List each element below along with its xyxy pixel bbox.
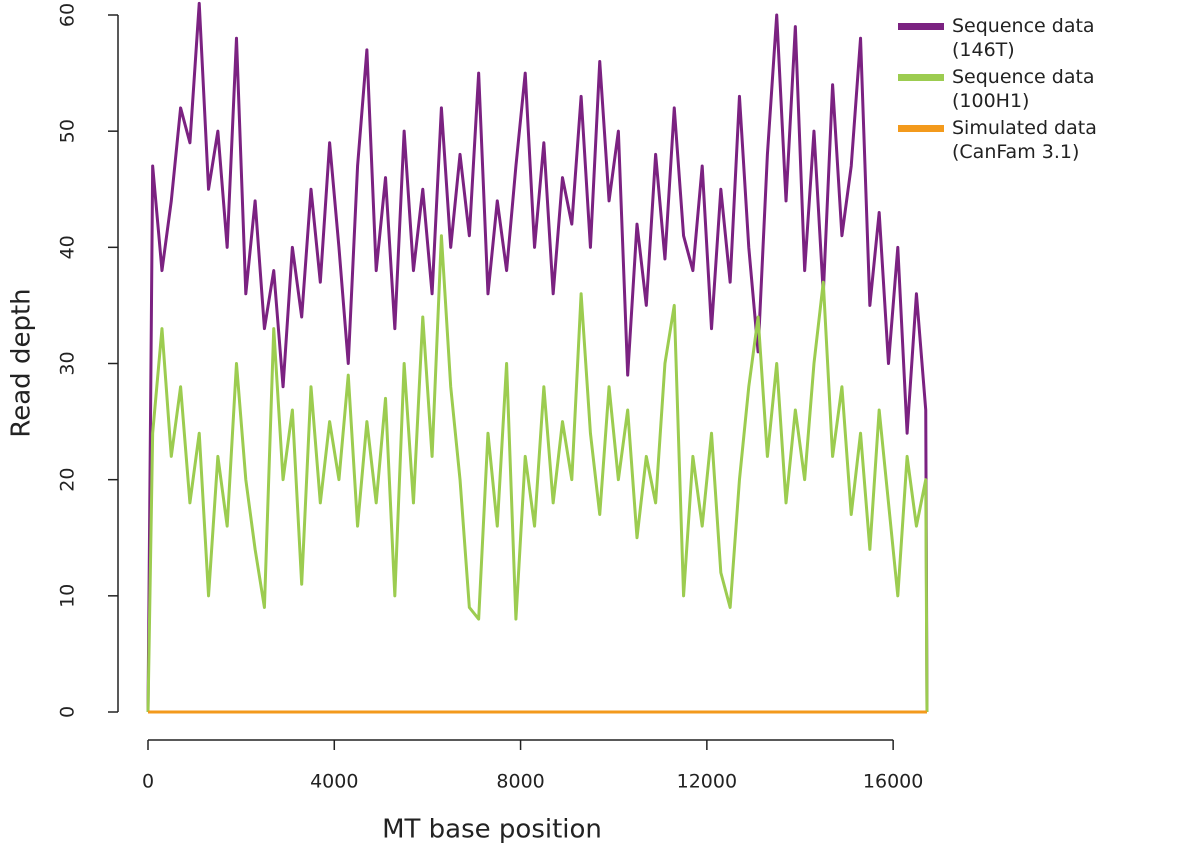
x-tick-label: 0 bbox=[142, 771, 154, 793]
legend-swatch bbox=[898, 23, 944, 30]
y-tick-label: 0 bbox=[57, 706, 79, 718]
x-tick-label: 4000 bbox=[310, 771, 358, 793]
legend-swatch bbox=[898, 125, 944, 132]
x-axis-title: MT base position bbox=[382, 815, 602, 845]
y-tick-label: 40 bbox=[57, 235, 79, 259]
y-tick-label: 30 bbox=[57, 351, 79, 375]
legend-label: Simulated data (CanFam 3.1) bbox=[952, 117, 1097, 163]
legend-entry: Sequence data (100H1) bbox=[898, 65, 1103, 113]
y-tick-label: 60 bbox=[57, 3, 79, 27]
legend: Sequence data (146T) Sequence data (100H1… bbox=[898, 14, 1103, 167]
y-tick-label: 10 bbox=[57, 584, 79, 608]
series-line bbox=[146, 234, 929, 713]
legend-label: Sequence data (100H1) bbox=[952, 66, 1095, 112]
legend-entry: Simulated data (CanFam 3.1) bbox=[898, 116, 1103, 164]
x-tick-label: 12000 bbox=[677, 771, 737, 793]
y-axis-title: Read depth bbox=[7, 288, 37, 437]
legend-label: Sequence data (146T) bbox=[952, 15, 1095, 61]
legend-swatch bbox=[898, 74, 944, 81]
x-tick-label: 8000 bbox=[496, 771, 544, 793]
series-line bbox=[146, 1, 929, 713]
y-tick-label: 20 bbox=[57, 468, 79, 492]
x-tick-label: 16000 bbox=[863, 771, 923, 793]
legend-entry: Sequence data (146T) bbox=[898, 14, 1103, 62]
y-tick-label: 50 bbox=[57, 119, 79, 143]
